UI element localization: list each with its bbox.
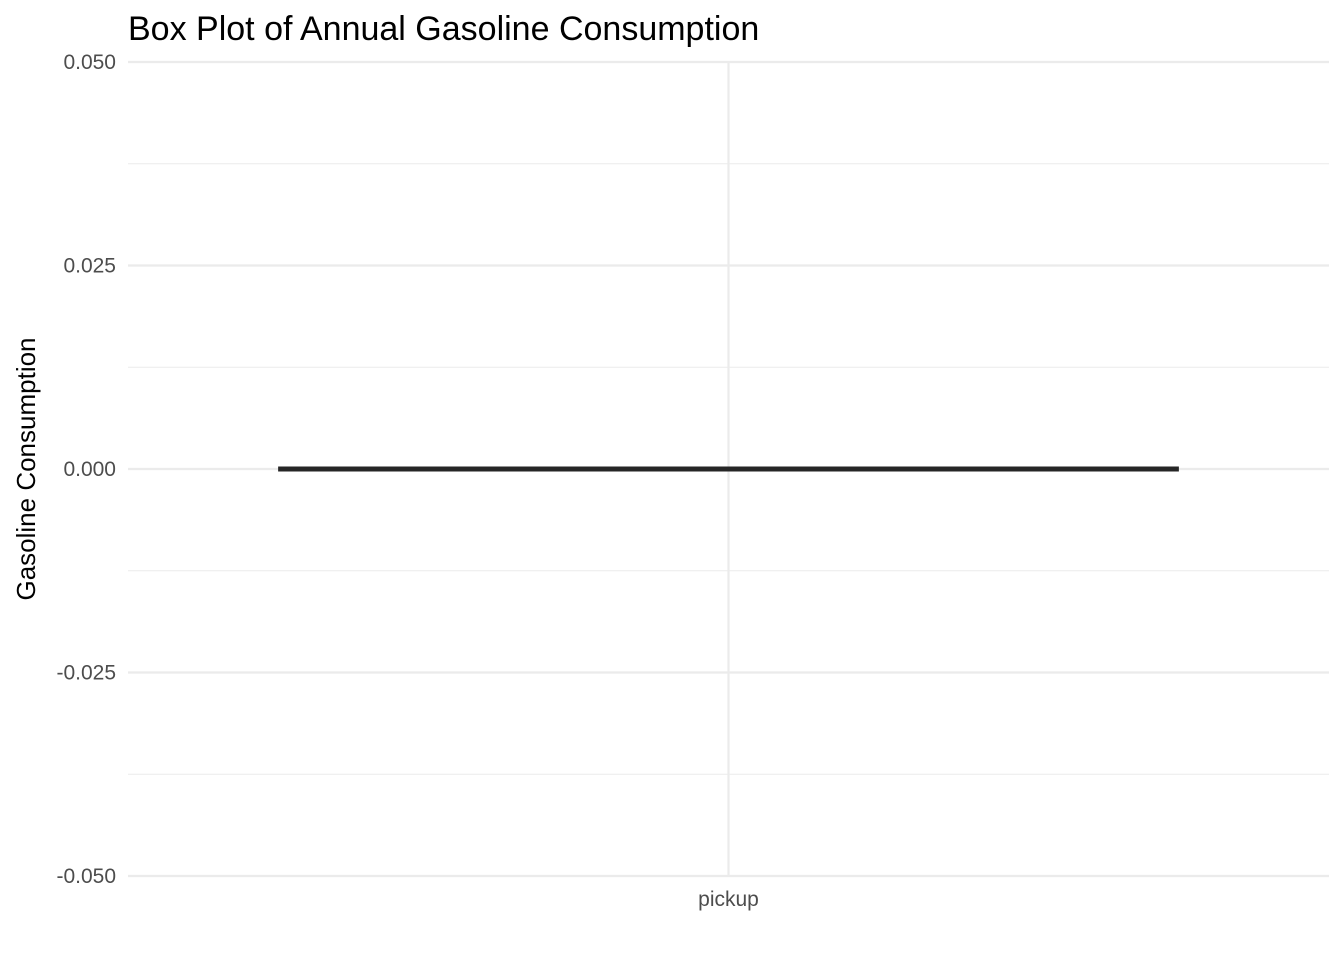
y-axis-title: Gasoline Consumption <box>11 337 41 600</box>
y-axis-ticks: -0.050 -0.025 0.000 0.025 0.050 <box>56 51 116 888</box>
chart-title: Box Plot of Annual Gasoline Consumption <box>128 10 759 48</box>
y-tick-label: -0.025 <box>56 662 116 685</box>
x-tick-label: pickup <box>698 888 759 911</box>
y-tick-label: -0.050 <box>56 865 116 888</box>
y-tick-label: 0.025 <box>63 255 116 278</box>
y-tick-label: 0.050 <box>63 51 116 74</box>
x-axis-ticks: pickup <box>698 888 759 911</box>
y-tick-label: 0.000 <box>63 458 116 481</box>
